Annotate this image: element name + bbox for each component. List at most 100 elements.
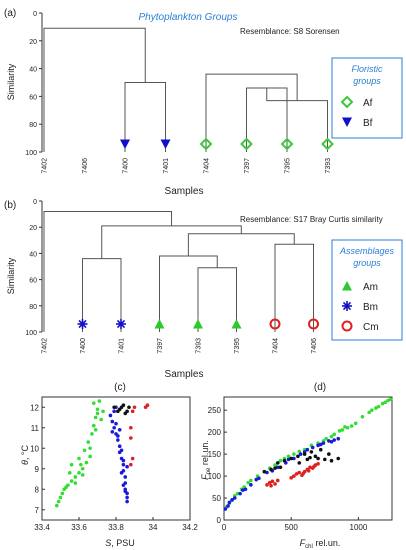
- scatter-d-point-s3-2: [270, 479, 275, 484]
- scatter-d-point-s0-39: [370, 408, 374, 412]
- panel-b-legend-title-2: groups: [353, 258, 381, 268]
- scatter-c-ytick-label-9: 9: [35, 465, 40, 474]
- scatter-c-xtick-label-34.2: 34.2: [182, 523, 198, 532]
- scatter-d-ytick-label-150: 150: [208, 450, 222, 459]
- dendro-b-leaf-marker-7393: [193, 319, 203, 329]
- scatter-c-frame: [41, 396, 191, 521]
- scatter-c-point-s1-14: [125, 495, 129, 500]
- panel-c-ylabel-unit: , °C: [20, 445, 30, 461]
- legend-label-af: Af: [363, 98, 373, 109]
- scatter-d-point-s1-1: [227, 500, 232, 505]
- dendro-a-leaf-marker-7395: [280, 137, 294, 151]
- scatter-c-point-s2-0: [112, 405, 116, 410]
- scatter-d-xtick-label-0: 0: [222, 523, 227, 532]
- dendro-a-leaf-label-7402: 7402: [42, 158, 49, 174]
- scatter-d-point-s2-9: [323, 457, 327, 462]
- dendro-a-branch-4: [124, 82, 166, 152]
- dendro-b-ytick-label-20: 20: [29, 225, 37, 232]
- dendro-a-ytick-label-20: 20: [29, 39, 37, 46]
- scatter-c-point-s2-7: [116, 409, 120, 414]
- panel-c-ylabel-var: θ: [20, 460, 30, 465]
- dendro-a-leaf-marker-7393: [321, 137, 334, 151]
- scatter-c-point-s0-20: [95, 407, 100, 412]
- scatter-d-ytick-label-200: 200: [208, 428, 222, 437]
- panel-b-xlabel: Samples: [165, 369, 204, 380]
- scatter-c-point-s2-5: [123, 411, 128, 416]
- scatter-d-point-s1-13: [310, 445, 315, 450]
- scatter-d-point-s1-3: [238, 491, 242, 496]
- dendro-b-leaf-label-7395: 7395: [234, 338, 241, 354]
- scatter-c-point-s1-23: [121, 483, 126, 487]
- dendro-a-leaf-marker-7397: [240, 137, 253, 151]
- scatter-d-point-s0-24: [349, 424, 354, 428]
- scatter-d-point-s0-27: [329, 434, 334, 439]
- scatter-d-point-s3-15: [289, 476, 294, 480]
- scatter-d-point-s0-19: [374, 406, 378, 410]
- scatter-c-point-s0-21: [97, 399, 102, 403]
- panel-d-label: (d): [314, 382, 326, 393]
- scatter-c-point-s1-17: [112, 409, 116, 414]
- scatter-d-point-s0-18: [367, 410, 371, 415]
- scatter-d-point-s3-17: [301, 471, 306, 476]
- scatter-d-point-s2-1: [269, 467, 273, 472]
- scatter-d-point-s2-11: [336, 456, 341, 461]
- scatter-c-point-s0-16: [86, 440, 91, 444]
- dendro-b-branch-3: [187, 233, 295, 257]
- panel-d-xlabel: Fchl rel.un.: [300, 538, 341, 550]
- scatter-d-point-s1-11: [298, 452, 303, 456]
- scatter-d-point-s0-34: [246, 480, 250, 485]
- scatter-d-point-s1-26: [318, 442, 323, 447]
- scatter-d-point-s3-6: [294, 472, 299, 476]
- scatter-d-point-s1-10: [292, 456, 296, 461]
- scatter-c-point-s0-19: [93, 415, 98, 420]
- dendro-a-ytick-label-60: 60: [29, 94, 37, 101]
- panel-b-label: (b): [4, 200, 16, 211]
- scatter-d-point-s1-6: [257, 476, 261, 481]
- scatter-c-point-s0-14: [77, 456, 81, 461]
- scatter-d-ytick-label-0: 0: [217, 516, 222, 525]
- scatter-d-point-s1-2: [232, 496, 237, 500]
- scatter-c-point-s0-10: [84, 460, 89, 465]
- panel-c-ylabel: θ, °C: [20, 445, 30, 465]
- panel-d-ylabel-var: F: [200, 474, 210, 480]
- scatter-d-point-s2-6: [302, 452, 307, 456]
- scatter-d-point-s3-1: [267, 480, 272, 485]
- scatter-c-point-s0-24: [99, 417, 103, 422]
- scatter-d-ytick-label-100: 100: [208, 472, 222, 481]
- dendro-a-ytick-label-40: 40: [29, 67, 37, 74]
- legend-label-am: Am: [363, 282, 378, 293]
- scatter-c-ytick-label-12: 12: [30, 403, 39, 412]
- scatter-d-point-s2-8: [316, 456, 320, 461]
- scatter-c-xtick-label-34: 34: [149, 523, 158, 532]
- panel-c-label: (c): [114, 382, 126, 393]
- scatter-d-point-s1-27: [329, 440, 334, 444]
- dendro-b-branch-2: [274, 243, 314, 332]
- panel-d-ylabel: Fpe rel.un.: [200, 440, 212, 480]
- dendro-b-leaf-marker-7397: [154, 319, 165, 329]
- dendro-b-leaf-marker-7406: [308, 318, 319, 330]
- scatter-c-point-s1-0: [108, 413, 113, 418]
- scatter-d-point-s2-14: [313, 454, 318, 459]
- dendro-b-leaf-label-7402: 7402: [42, 338, 49, 354]
- scatter-d-point-s2-7: [309, 450, 314, 454]
- dendro-a-ytick-label-100: 100: [25, 150, 37, 157]
- dendro-a-leaf-label-7404: 7404: [204, 158, 211, 174]
- dendro-b-ytick-label-40: 40: [29, 251, 37, 258]
- scatter-d-point-s0-21: [386, 398, 390, 403]
- scatter-d-point-s1-17: [332, 438, 337, 442]
- scatter-c-ytick-label-10: 10: [30, 444, 39, 453]
- scatter-d-point-s2-0: [262, 469, 267, 474]
- scatter-c-point-s3-0: [129, 462, 133, 467]
- scatter-d-point-s2-4: [289, 456, 294, 461]
- scatter-c-point-s1-20: [119, 448, 124, 453]
- scatter-d-point-s0-25: [343, 425, 347, 429]
- scatter-d-point-s2-17: [327, 452, 331, 456]
- dendro-a-branch-2: [205, 73, 298, 152]
- panel-a-legend-box: [331, 57, 403, 139]
- scatter-c-point-s0-26: [93, 428, 98, 432]
- scatter-c-xtick-label-33.6: 33.6: [71, 523, 87, 532]
- panel-d-xlabel-sub: chl: [305, 544, 313, 550]
- panel-d-xlabel-var: F: [300, 538, 306, 548]
- panel-a-xlabel: Samples: [165, 186, 204, 197]
